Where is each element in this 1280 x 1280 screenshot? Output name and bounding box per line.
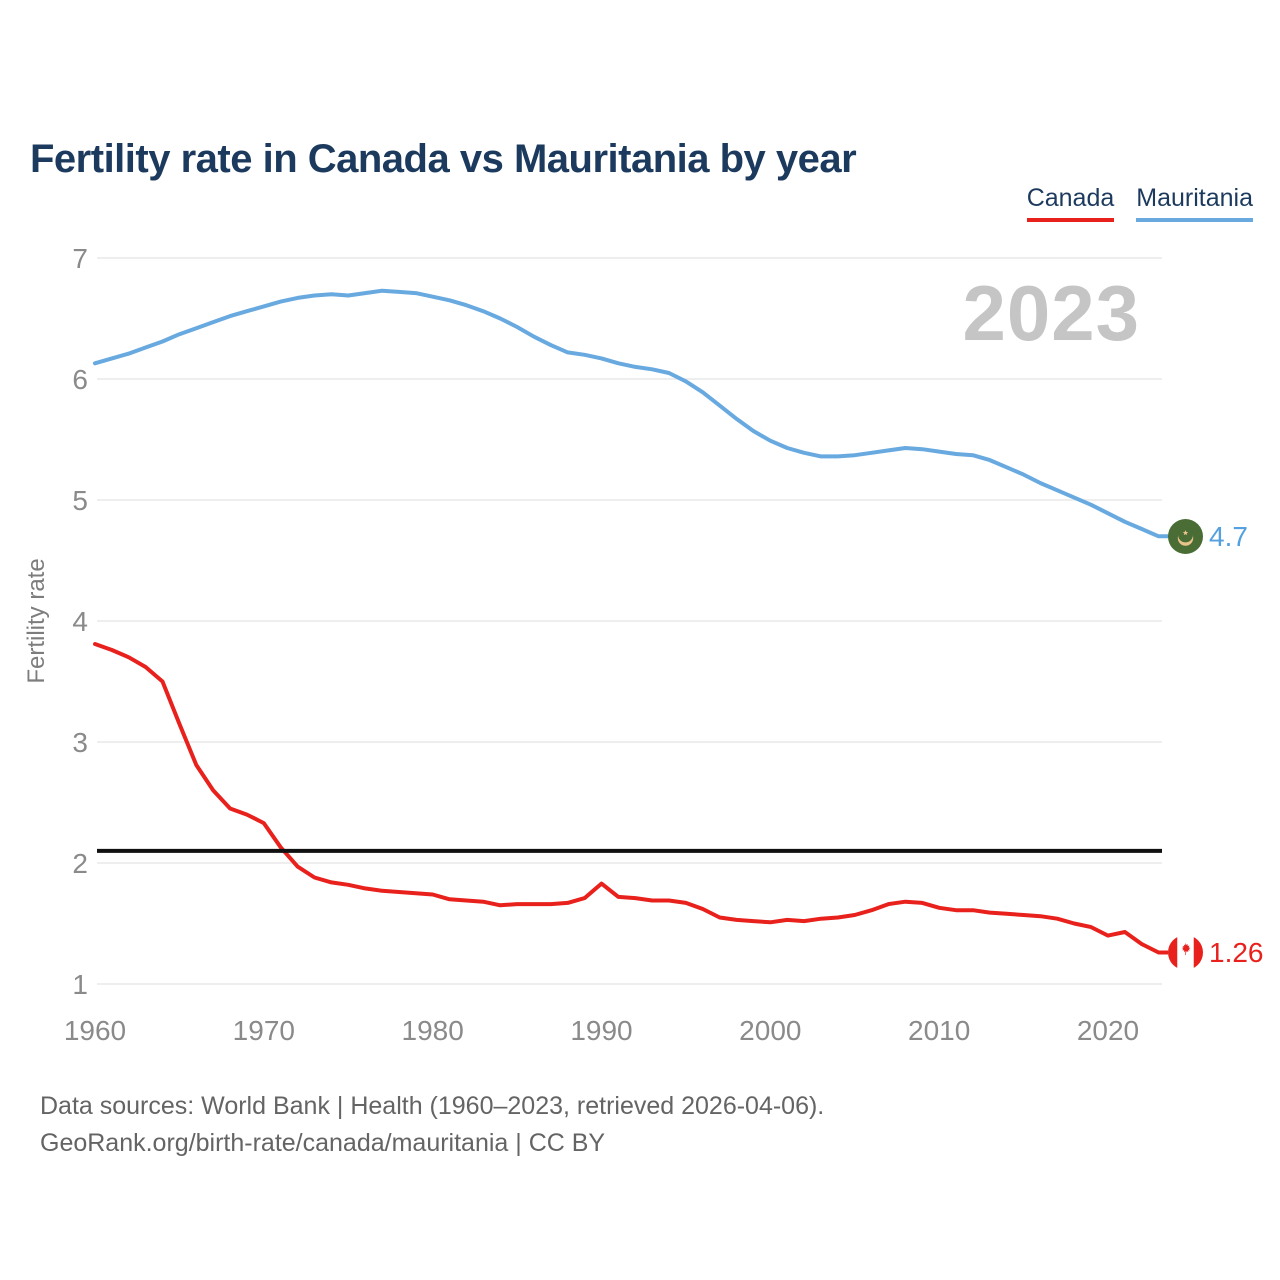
legend-item-canada[interactable]: Canada — [1026, 184, 1115, 222]
y-axis-title: Fertility rate — [23, 558, 50, 683]
x-tick-2000: 2000 — [739, 1015, 801, 1046]
y-tick-1: 1 — [72, 969, 88, 1000]
mauritania-end-label: 4.7 — [1168, 519, 1248, 554]
x-tick-1960: 1960 — [64, 1015, 126, 1046]
y-tick-6: 6 — [72, 364, 88, 395]
y-tick-labels: 1 2 3 4 5 6 7 — [72, 243, 88, 1000]
y-tick-7: 7 — [72, 243, 88, 274]
y-tick-3: 3 — [72, 727, 88, 758]
legend: Canada Mauritania — [1026, 184, 1253, 222]
page-title: Fertility rate in Canada vs Mauritania b… — [30, 136, 857, 181]
x-tick-2010: 2010 — [908, 1015, 970, 1046]
x-tick-labels: 1960 1970 1980 1990 2000 2010 2020 — [64, 1015, 1139, 1046]
canada-end-value: 1.26 — [1209, 936, 1264, 968]
mauritania-flag-icon — [1168, 519, 1203, 554]
line-mauritania — [93, 288, 1170, 539]
line-canada — [93, 642, 1170, 955]
y-tick-5: 5 — [72, 485, 88, 516]
canada-end-label: 1.26 — [1168, 935, 1264, 970]
x-tick-1980: 1980 — [402, 1015, 464, 1046]
mauritania-end-value: 4.7 — [1209, 520, 1248, 552]
y-tick-2: 2 — [72, 848, 88, 879]
year-watermark: 2023 — [962, 269, 1140, 357]
footer-url: GeoRank.org/birth-rate/canada/mauritania… — [40, 1129, 606, 1157]
footer-sources: Data sources: World Bank | Health (1960–… — [40, 1092, 825, 1120]
footer: Data sources: World Bank | Health (1960–… — [40, 1088, 824, 1162]
x-tick-1970: 1970 — [233, 1015, 295, 1046]
x-tick-2020: 2020 — [1077, 1015, 1139, 1046]
canada-flag-icon — [1168, 935, 1203, 970]
y-tick-4: 4 — [72, 606, 88, 637]
series-lines — [93, 288, 1170, 955]
x-tick-1990: 1990 — [570, 1015, 632, 1046]
legend-item-mauritania[interactable]: Mauritania — [1136, 184, 1253, 222]
gridlines — [97, 257, 1162, 985]
